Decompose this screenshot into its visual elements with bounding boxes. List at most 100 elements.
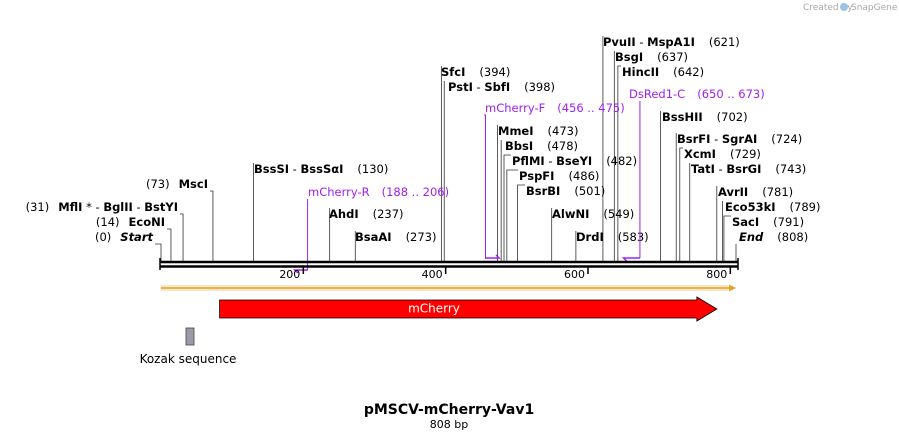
site-label-saci[interactable]: SacI (791) (732, 215, 804, 229)
leader-hincii (617, 65, 621, 262)
tick-label: 600 (564, 268, 585, 281)
leader-xcmi (679, 147, 683, 262)
site-label-bsgi[interactable]: BsgI (637) (615, 50, 688, 64)
site-label-start[interactable]: (0) Start (95, 230, 154, 244)
dna-backbone (159, 258, 739, 270)
site-label-eco53ki[interactable]: Eco53kI (789) (725, 200, 820, 214)
site-label-tati-bsrgi[interactable]: TatI - BsrGI (743) (691, 162, 806, 176)
site-position: (549) (603, 207, 634, 221)
site-name: PvuII (603, 35, 636, 49)
site-label-bsshii[interactable]: BssHII (702) (662, 110, 748, 124)
site-label-mmei[interactable]: MmeI (473) (498, 124, 578, 138)
site-name: MmeI (498, 124, 534, 138)
site-position: (130) (357, 162, 388, 176)
site-label-mfli-bglii-bstyi[interactable]: (31) MflI * - BglII - BstYI (26, 200, 178, 214)
primer-bar-mcherry-f[interactable] (485, 254, 501, 259)
plasmid-length: 808 bp (430, 418, 468, 431)
site-name: BsgI (615, 50, 643, 64)
site-name: BssSαI (301, 162, 344, 176)
site-label-ahdi[interactable]: AhdI (237) (329, 207, 404, 221)
site-position: (729) (730, 147, 761, 161)
credit-text: Created by (803, 3, 853, 13)
site-position: (73) (146, 177, 170, 191)
site-name: SfcI (441, 65, 465, 79)
site-position: (702) (717, 110, 748, 124)
site-label-sfci[interactable]: SfcI (394) (441, 65, 510, 79)
site-name: BsrBI (526, 184, 560, 198)
leader-start (155, 243, 162, 262)
feature-kozak-label: Kozak sequence (140, 352, 237, 366)
site-name: BsrFI (677, 132, 710, 146)
site-position: (808) (777, 230, 808, 244)
site-name: PspFI (519, 169, 554, 183)
site-position: (789) (790, 200, 821, 214)
site-label-psti-sbfi[interactable]: PstI - SbfI (398) (448, 80, 555, 94)
site-position: (478) (547, 139, 578, 153)
site-name: - (289, 162, 300, 176)
primer-name: DsRed1-C (629, 87, 685, 101)
primer-range: (650 .. 673) (697, 87, 765, 101)
site-name: EcoNI (129, 215, 165, 229)
site-position: (14) (96, 215, 120, 229)
site-name: PstI (448, 80, 473, 94)
site-label-pvuii-mspa1i[interactable]: PvuII - MspA1I (621) (603, 35, 740, 49)
site-name: AlwNI (552, 207, 589, 221)
site-label-xcmi[interactable]: XcmI (729) (684, 147, 761, 161)
site-position: (486) (568, 169, 599, 183)
site-name: BssHII (662, 110, 703, 124)
snapgene-icon (840, 3, 848, 11)
primer-bar-dsred1-c[interactable] (621, 257, 640, 262)
site-name: BsaAI (355, 230, 392, 244)
site-label-pspfi[interactable]: PspFI (486) (519, 169, 599, 183)
site-label-bsaai[interactable]: BsaAI (273) (355, 230, 437, 244)
plasmid-title: pMSCV-mCherry-Vav1 (364, 402, 534, 418)
primer-label-mcherry-f[interactable]: mCherry-F (456 .. 475) (485, 101, 625, 115)
site-label-hincii[interactable]: HincII (642) (622, 65, 704, 79)
site-name: MscI (179, 177, 208, 191)
site-name: BsrGI (726, 162, 761, 176)
site-name: BbsI (505, 139, 533, 153)
orf-arrowhead (729, 284, 736, 292)
site-label-bbsi[interactable]: BbsI (478) (505, 139, 578, 153)
site-label-end[interactable]: End (808) (739, 230, 808, 244)
site-label-bsrfi-sgrai[interactable]: BsrFI - SgrAI (724) (677, 132, 802, 146)
site-name: SbfI (484, 80, 510, 94)
leader-pspfi (506, 169, 518, 262)
leader-pflmi (503, 154, 511, 262)
feature-mcherry-arrow[interactable] (219, 296, 718, 322)
site-label-bsrbi[interactable]: BsrBI (501) (526, 184, 605, 198)
site-name: Eco53kI (725, 200, 776, 214)
site-name: - (710, 132, 721, 146)
site-position: (621) (709, 35, 740, 49)
tick-label: 800 (706, 268, 727, 281)
primer-name: mCherry-R (308, 185, 370, 199)
site-label-econi[interactable]: (14) EcoNI (96, 215, 165, 229)
site-label-alwni[interactable]: AlwNI (549) (552, 207, 634, 221)
site-position: (642) (673, 65, 704, 79)
site-name: BglII (103, 200, 133, 214)
primer-label-mcherry-r[interactable]: mCherry-R (188 .. 206) (308, 185, 449, 199)
primer-range: (456 .. 475) (557, 101, 625, 115)
orf-bar[interactable] (161, 284, 736, 292)
site-name: BseYI (556, 154, 592, 168)
site-label-pflmi-bseyi[interactable]: PflMI - BseYI (482) (512, 154, 637, 168)
site-name: TatI (691, 162, 715, 176)
primer-label-dsred1-c[interactable]: DsRed1-C (650 .. 673) (629, 87, 765, 101)
site-position: (501) (574, 184, 605, 198)
site-name: DrdI (576, 230, 604, 244)
site-label-avrii[interactable]: AvrII (781) (718, 185, 793, 199)
site-name: MflI (58, 200, 82, 214)
site-name: End (739, 230, 764, 244)
site-label-msci[interactable]: (73) MscI (146, 177, 208, 191)
snapgene-logo: SnapGene (840, 3, 898, 13)
site-label-drdi[interactable]: DrdI (583) (576, 230, 649, 244)
primer-layer: mCherry-R (188 .. 206) mCherry-F (456 .. 4… (292, 87, 765, 274)
snapgene-brand: SnapGene (851, 3, 898, 13)
site-position: (583) (618, 230, 649, 244)
site-name: AhdI (329, 207, 359, 221)
feature-mcherry-label: mCherry (408, 302, 460, 316)
site-name: BstYI (144, 200, 178, 214)
site-label-bsssi[interactable]: BssSI - BssSαI (130) (254, 162, 388, 176)
feature-kozak-box[interactable] (185, 327, 195, 346)
site-name: SgrAI (722, 132, 757, 146)
